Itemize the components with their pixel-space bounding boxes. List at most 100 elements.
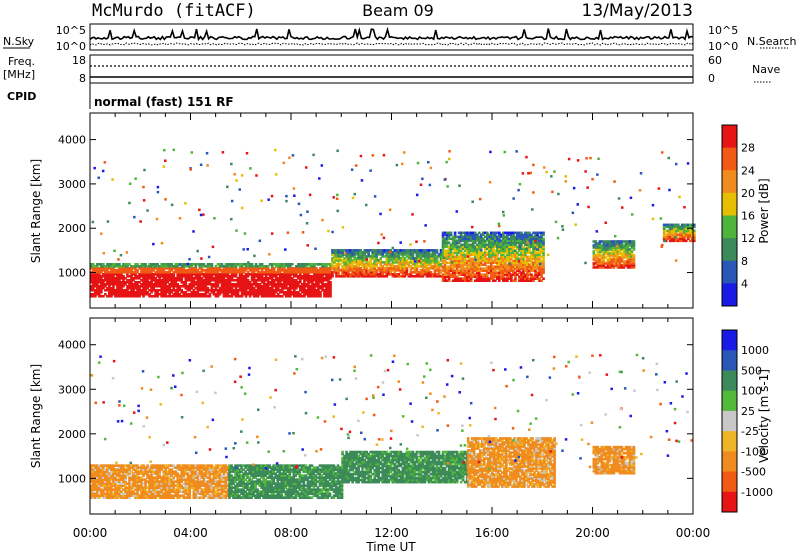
heatmap-cell xyxy=(662,227,666,231)
heatmap-cell xyxy=(335,251,338,254)
heatmap-cell xyxy=(479,237,483,241)
heatmap-cell xyxy=(228,290,232,294)
heatmap-cell xyxy=(385,272,389,276)
heatmap-cell xyxy=(369,272,372,276)
heatmap-cell xyxy=(172,476,176,479)
heatmap-cell xyxy=(104,476,107,479)
heatmap-cell xyxy=(150,476,153,479)
heatmap-cell xyxy=(383,263,387,266)
heatmap-cell xyxy=(128,492,131,495)
heatmap-cell xyxy=(142,464,145,467)
heatmap-cell xyxy=(502,267,505,271)
heatmap-cell xyxy=(532,239,535,243)
heatmap-cell xyxy=(693,225,696,229)
heatmap-cell xyxy=(457,263,461,267)
heatmap-cell xyxy=(96,282,99,286)
heatmap-cell xyxy=(204,294,208,298)
heatmap-cell xyxy=(142,199,146,202)
heatmap-cell xyxy=(365,272,368,276)
heatmap-cell xyxy=(526,257,529,261)
heatmap-cell xyxy=(419,253,423,256)
heatmap-cell xyxy=(144,486,147,489)
heatmap-cell xyxy=(140,478,143,481)
heatmap-cell xyxy=(451,265,455,269)
heatmap-cell xyxy=(220,288,224,292)
heatmap-cell xyxy=(467,239,471,243)
heatmap-cell xyxy=(92,263,95,266)
heatmap-cell xyxy=(587,205,590,209)
heatmap-cell xyxy=(459,263,463,267)
heatmap-cell xyxy=(463,255,467,259)
heatmap-cell xyxy=(597,157,600,160)
heatmap-cell xyxy=(536,253,539,257)
heatmap-cell xyxy=(335,257,338,260)
heatmap-cell xyxy=(506,249,509,253)
heatmap-cell xyxy=(114,270,117,274)
heatmap-cell xyxy=(369,259,372,262)
heatmap-cell xyxy=(268,288,272,292)
heatmap-cell xyxy=(367,261,370,264)
heatmap-cell xyxy=(278,280,282,284)
heatmap-cell xyxy=(437,267,441,270)
heatmap-cell xyxy=(166,488,169,491)
heatmap-cell xyxy=(150,488,153,491)
heatmap-cell xyxy=(419,265,423,268)
heatmap-cell xyxy=(128,486,131,489)
heatmap-cell xyxy=(120,470,123,473)
heatmap-cell xyxy=(592,244,596,247)
heatmap-cell xyxy=(108,276,111,280)
heatmap-cell xyxy=(106,478,109,481)
heatmap-cell xyxy=(198,270,202,274)
heatmap-cell xyxy=(140,265,143,268)
heatmap-cell xyxy=(218,276,222,280)
heatmap-cell xyxy=(510,255,513,259)
heatmap-cell xyxy=(321,263,324,266)
heatmap-cell xyxy=(508,239,511,243)
heatmap-cell xyxy=(427,263,431,266)
heatmap-cell xyxy=(383,255,387,258)
heatmap-cell xyxy=(629,196,633,200)
heatmap-cell xyxy=(112,267,115,270)
heatmap-cell xyxy=(487,239,491,243)
heatmap-cell xyxy=(160,480,163,483)
heatmap-cell xyxy=(228,263,232,266)
heatmap-cell xyxy=(282,270,286,274)
heatmap-cell xyxy=(317,263,320,266)
heatmap-cell xyxy=(325,276,328,280)
heatmap-cell xyxy=(114,265,117,268)
heatmap-cell xyxy=(453,261,457,265)
heatmap-cell xyxy=(469,259,473,263)
heatmap-cell xyxy=(375,270,379,274)
heatmap-cell xyxy=(357,251,360,254)
heatmap-cell xyxy=(606,246,610,249)
heatmap-cell xyxy=(162,484,165,487)
heatmap-cell xyxy=(102,282,105,286)
heatmap-cell xyxy=(500,253,503,257)
heatmap-cell xyxy=(114,488,117,491)
heatmap-cell xyxy=(214,270,218,274)
heatmap-cell xyxy=(210,269,214,272)
heatmap-cell xyxy=(347,259,350,262)
heatmap-cell xyxy=(473,261,477,265)
heatmap-cell xyxy=(373,272,377,276)
heatmap-cell xyxy=(457,247,461,251)
heatmap-cell xyxy=(477,265,481,269)
heatmap-cell xyxy=(510,275,513,279)
heatmap-cell xyxy=(124,263,127,266)
heatmap-cell xyxy=(228,280,232,284)
heatmap-cell xyxy=(355,253,358,256)
heatmap-cell xyxy=(457,241,461,245)
heatmap-cell xyxy=(118,488,121,491)
heatmap-cell xyxy=(234,267,238,270)
heatmap-cell xyxy=(126,470,129,473)
heatmap-cell xyxy=(307,280,310,284)
heatmap-cell xyxy=(200,263,204,266)
heatmap-cell xyxy=(487,255,491,259)
heatmap-cell xyxy=(122,284,125,288)
heatmap-cell xyxy=(479,245,483,249)
heatmap-cell xyxy=(347,257,350,260)
heatmap-cell xyxy=(110,474,113,477)
heatmap-cell xyxy=(617,197,621,200)
heatmap-cell xyxy=(138,274,141,278)
heatmap-cell xyxy=(146,476,149,479)
